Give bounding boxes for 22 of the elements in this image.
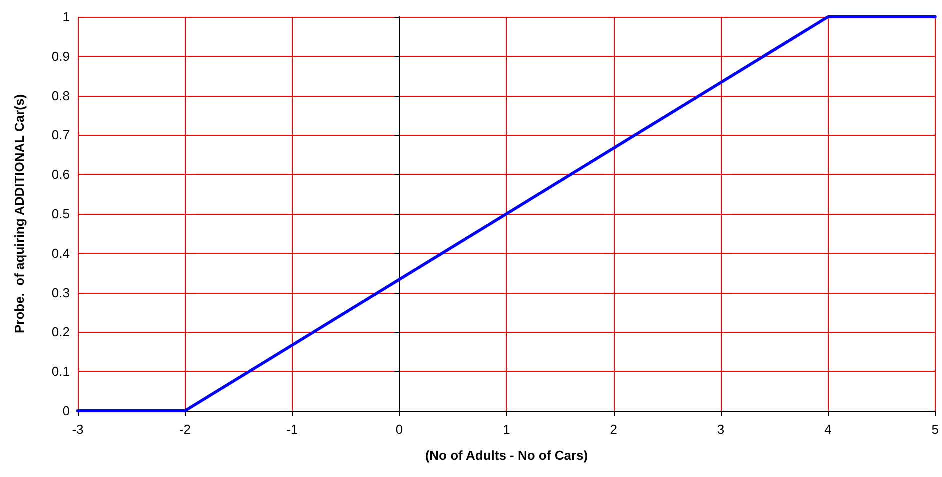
y-axis-title: Probe. of aquiring ADDITIONAL Car(s) <box>12 94 27 334</box>
x-tick-label: 5 <box>932 422 939 437</box>
y-tick-label: 0.3 <box>52 285 70 300</box>
y-tick-label: 0.1 <box>52 364 70 380</box>
x-tick-label: 3 <box>717 422 725 437</box>
x-tick-label: 1 <box>503 422 510 437</box>
x-tick-label: -2 <box>179 422 191 437</box>
y-tick-label: 0.2 <box>52 324 70 340</box>
x-tick-label: 2 <box>610 422 618 437</box>
y-tick-label: 0.4 <box>52 246 70 261</box>
y-tick-label: 0.6 <box>52 167 70 182</box>
x-tick-label: 0 <box>396 422 404 437</box>
y-tick-label: 0.9 <box>52 48 70 64</box>
x-tick-label: -3 <box>72 422 84 437</box>
x-axis-title: (No of Adults - No of Cars) <box>425 448 588 463</box>
y-tick-label: 1 <box>62 10 70 24</box>
x-tick-label: -1 <box>286 422 298 437</box>
y-tick-label: 0.7 <box>52 128 70 143</box>
y-tick-label: 0.5 <box>52 206 70 222</box>
y-tick-label: 0.8 <box>52 88 70 104</box>
x-tick-label: 4 <box>824 422 832 437</box>
y-tick-label: 0 <box>62 404 70 418</box>
